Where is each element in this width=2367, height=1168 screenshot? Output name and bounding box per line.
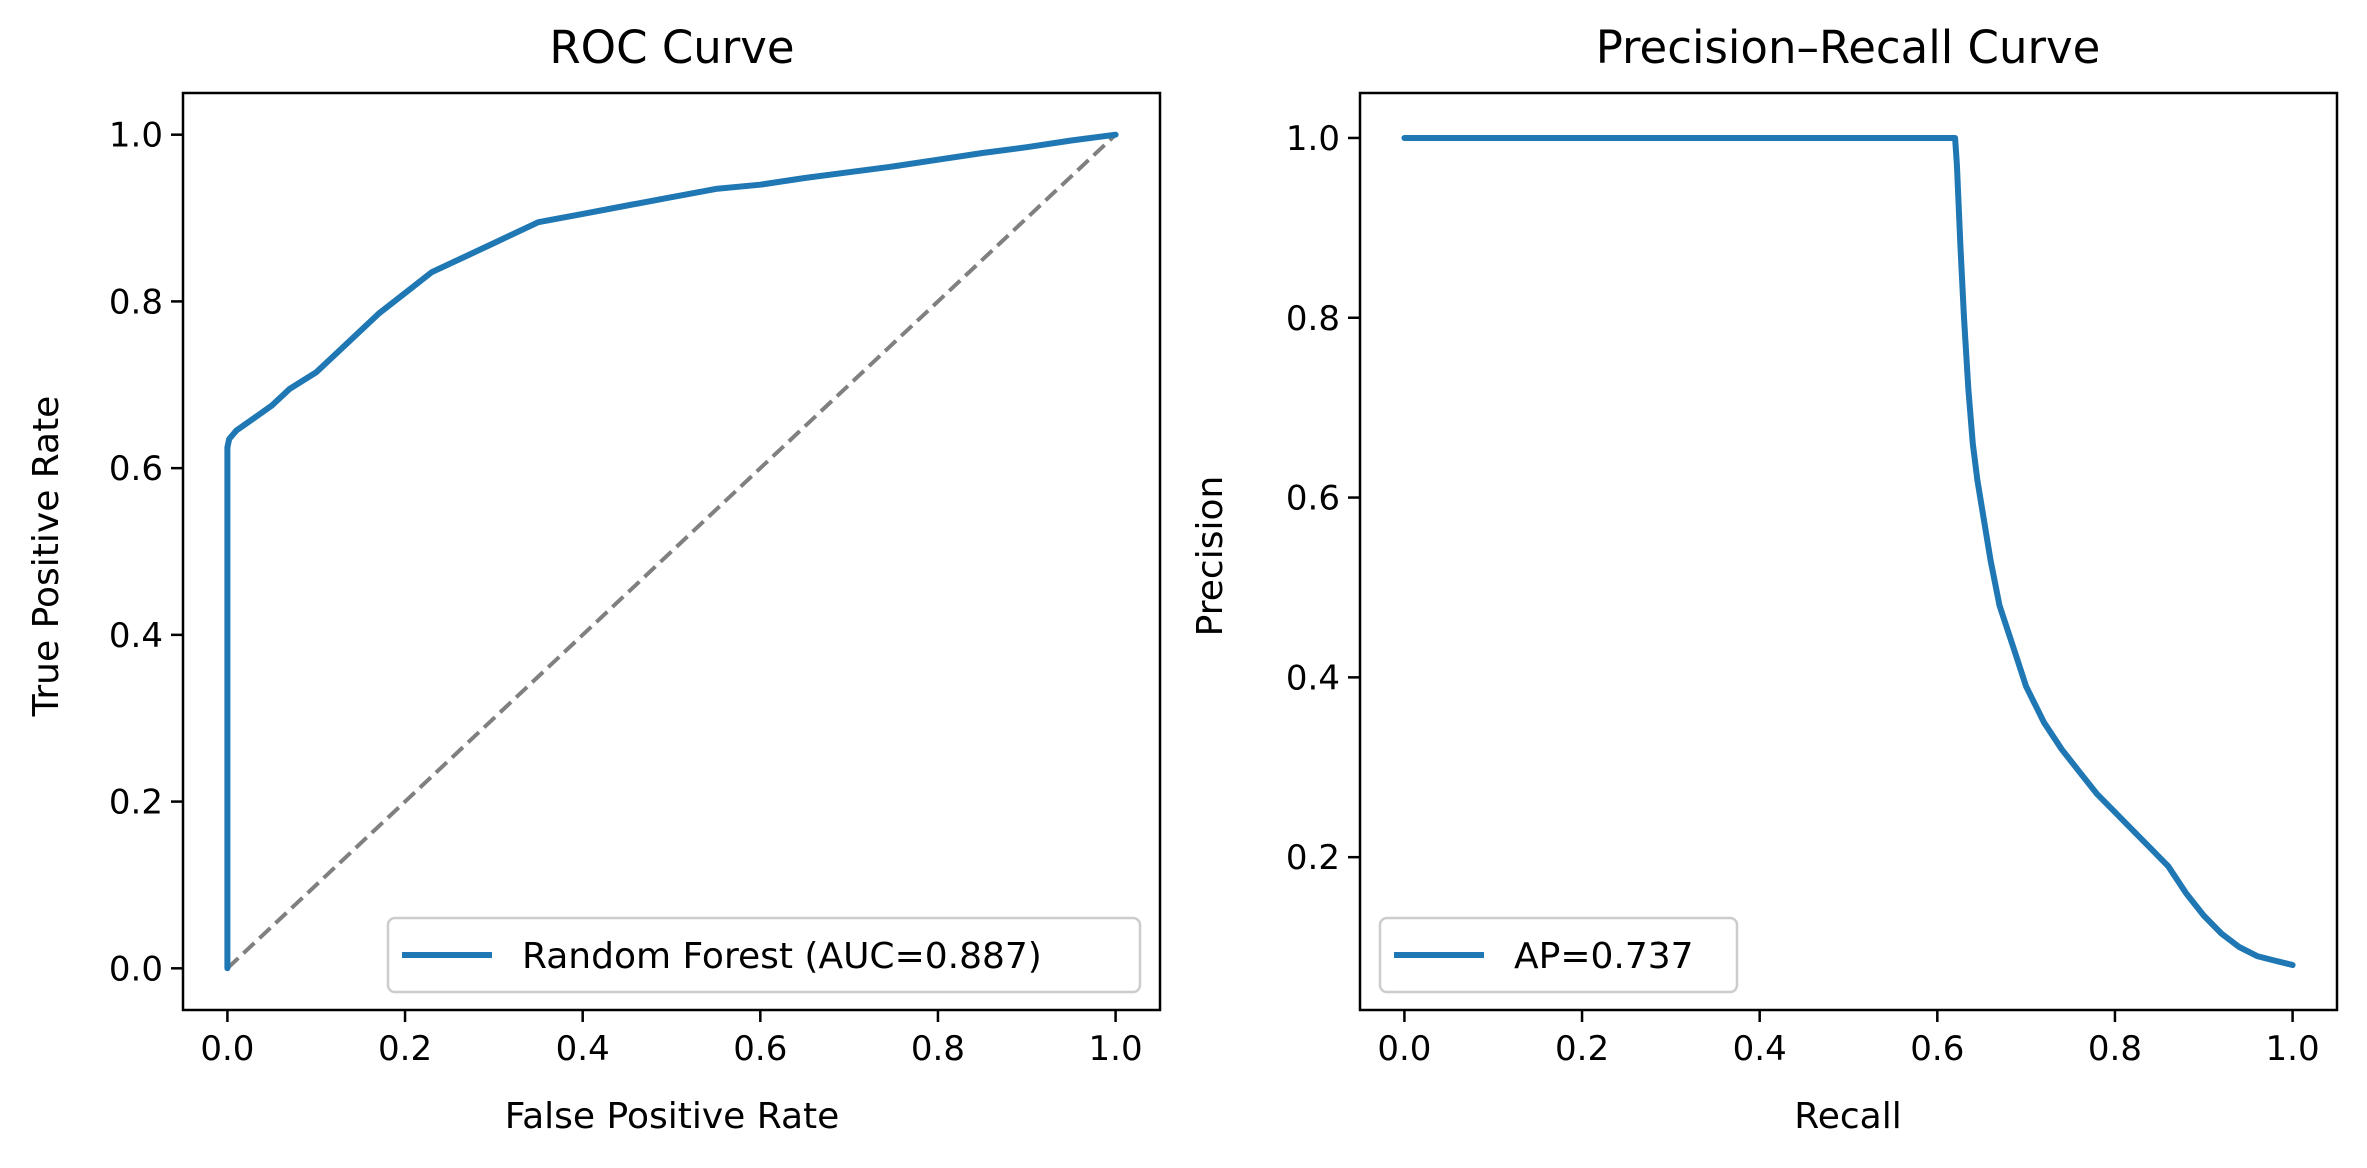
roc-x-tick-label: 0.0 xyxy=(200,1029,254,1069)
pr-y-tick-label: 0.8 xyxy=(1286,299,1340,339)
pr-x-axis-label: Recall xyxy=(1794,1096,1901,1137)
roc-chance-line xyxy=(226,133,1117,970)
pr-chart-title: Precision–Recall Curve xyxy=(1596,21,2101,74)
pr-panel: Precision–Recall Curve Recall Precision … xyxy=(1190,21,2339,1137)
roc-x-tick-label: 0.6 xyxy=(733,1029,787,1069)
roc-x-tick-label: 0.4 xyxy=(556,1029,610,1069)
roc-axes-frame xyxy=(181,91,1162,1012)
roc-y-tick-label: 1.0 xyxy=(109,116,163,156)
roc-y-tick-label: 0.4 xyxy=(109,616,163,656)
pr-axes-frame xyxy=(1358,91,2339,1012)
roc-panel: ROC Curve False Positive Rate True Posit… xyxy=(26,21,1162,1137)
roc-chart-title: ROC Curve xyxy=(549,21,794,74)
roc-y-tick-label: 0.8 xyxy=(109,282,163,322)
roc-x-tick-label: 0.2 xyxy=(378,1029,432,1069)
pr-x-tick-label: 0.4 xyxy=(1733,1029,1787,1069)
pr-x-tick-label: 1.0 xyxy=(2266,1029,2320,1069)
roc-curve-line xyxy=(224,131,1119,972)
roc-x-tick-label: 1.0 xyxy=(1089,1029,1143,1069)
roc-legend: Random Forest (AUC=0.887) xyxy=(386,916,1142,994)
roc-legend-box xyxy=(386,916,1142,994)
pr-y-tick-label: 0.4 xyxy=(1286,658,1340,698)
pr-x-tick-label: 0.0 xyxy=(1377,1029,1431,1069)
pr-legend-label: AP=0.737 xyxy=(1514,936,1694,977)
pr-x-tick-label: 0.6 xyxy=(1910,1029,1964,1069)
pr-y-tick-label: 0.6 xyxy=(1286,479,1340,519)
roc-y-tick-label: 0.0 xyxy=(109,949,163,989)
roc-y-axis-label: True Positive Rate xyxy=(26,396,67,718)
pr-y-tick-label: 1.0 xyxy=(1286,119,1340,159)
roc-y-tick-label: 0.2 xyxy=(109,783,163,823)
roc-series xyxy=(224,131,1119,972)
roc-legend-label: Random Forest (AUC=0.887) xyxy=(522,936,1042,977)
pr-ticks: 0.0 0.2 0.4 0.6 0.8 1.0 0.2 0.4 0.6 0.8 1.0 xyxy=(1286,119,2320,1069)
pr-series xyxy=(1401,135,2296,968)
pr-x-tick-label: 0.8 xyxy=(2088,1029,2142,1069)
pr-y-axis-label: Precision xyxy=(1190,476,1231,637)
roc-y-tick-label: 0.6 xyxy=(109,449,163,489)
roc-ticks: 0.0 0.2 0.4 0.6 0.8 1.0 0.0 0.2 0.4 0.6 0.8 1.0 xyxy=(109,116,1143,1069)
pr-legend-box xyxy=(1378,916,1739,994)
pr-x-tick-label: 0.2 xyxy=(1555,1029,1609,1069)
pr-y-tick-label: 0.2 xyxy=(1286,838,1340,878)
roc-x-axis-label: False Positive Rate xyxy=(505,1096,840,1137)
pr-curve-line xyxy=(1401,135,2296,968)
pr-legend: AP=0.737 xyxy=(1378,916,1739,994)
roc-x-tick-label: 0.8 xyxy=(911,1029,965,1069)
